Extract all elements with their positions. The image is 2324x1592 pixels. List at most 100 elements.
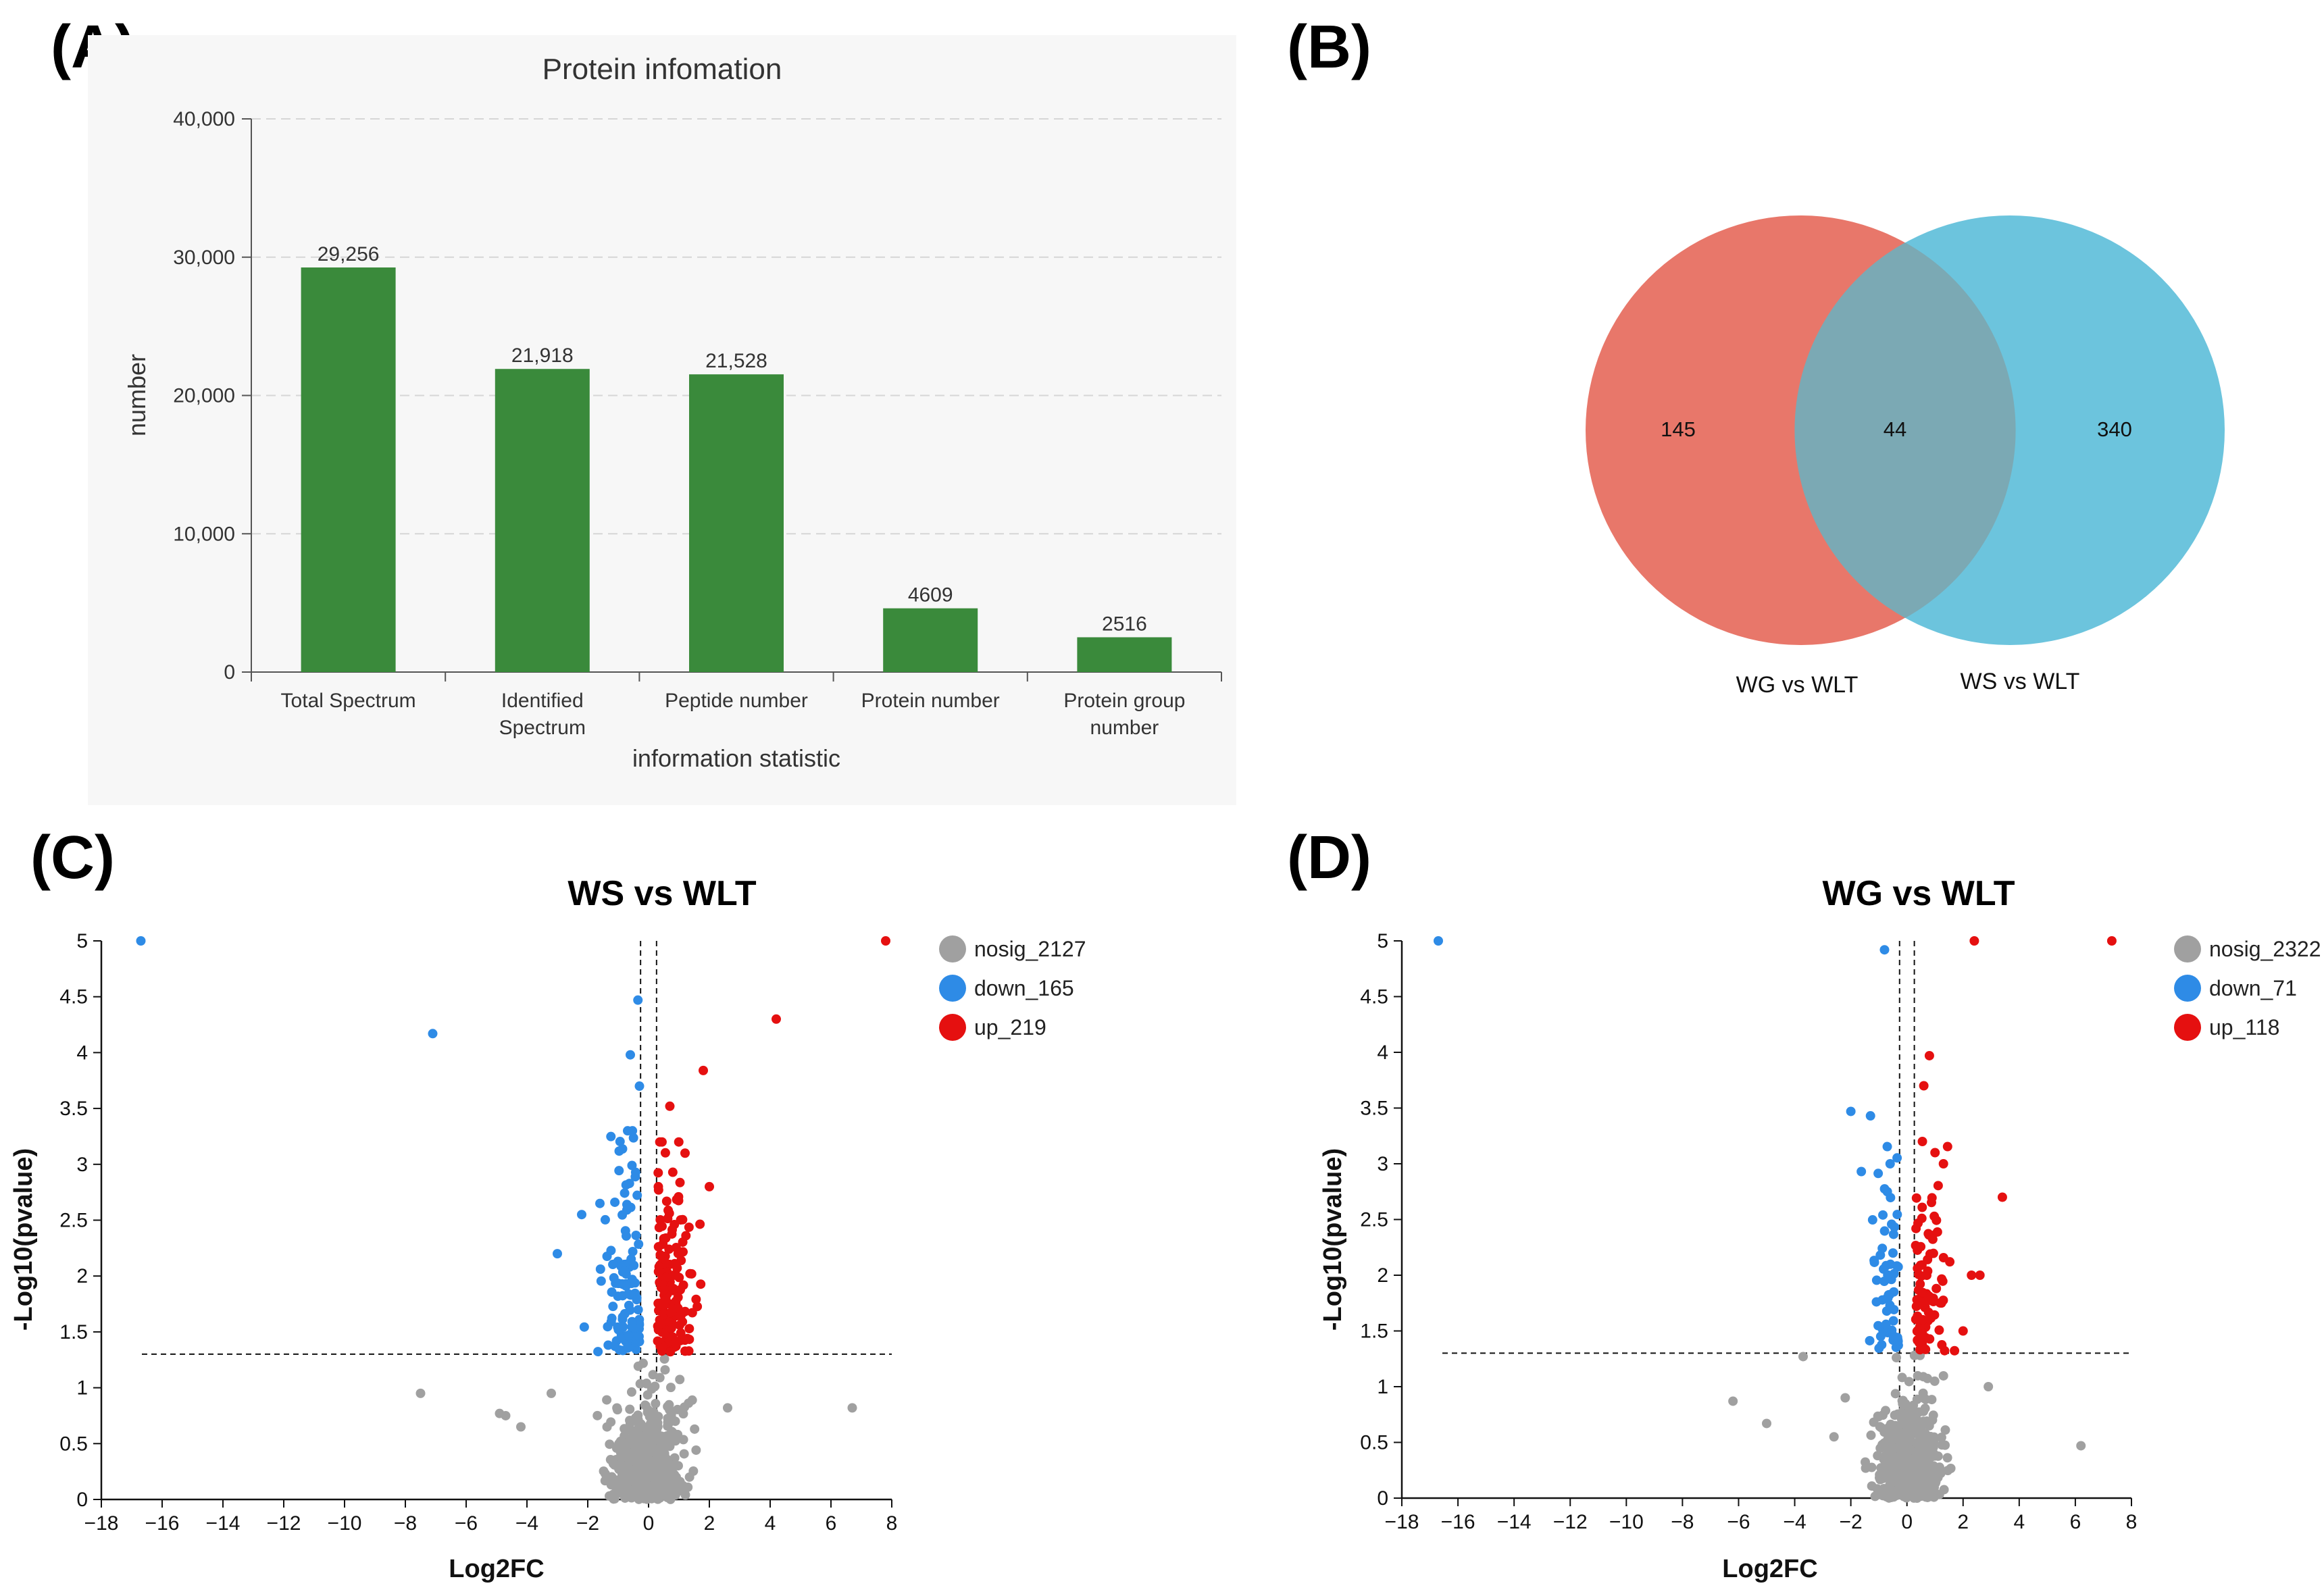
nosig-point bbox=[1927, 1467, 1937, 1477]
nosig-point bbox=[684, 1472, 694, 1482]
up-point bbox=[657, 1137, 667, 1147]
down-point bbox=[1867, 1215, 1877, 1225]
nosig-point bbox=[645, 1456, 655, 1466]
down-point bbox=[1888, 1248, 1898, 1258]
up-point bbox=[1924, 1050, 1934, 1060]
down-point bbox=[1871, 1297, 1881, 1307]
nosig-point bbox=[1924, 1441, 1934, 1451]
volcano-c-x-axis-title: Log2FC bbox=[449, 1555, 544, 1583]
y-tick-label: 1 bbox=[1377, 1376, 1388, 1398]
nosig-point bbox=[847, 1403, 857, 1413]
up-point bbox=[661, 1233, 671, 1243]
down-point bbox=[628, 1246, 638, 1256]
down-point bbox=[613, 1279, 624, 1289]
nosig-point bbox=[1913, 1370, 1923, 1381]
volcano-d-x-axis-title: Log2FC bbox=[1722, 1555, 1817, 1583]
nosig-point bbox=[1929, 1376, 1940, 1386]
nosig-point bbox=[626, 1425, 636, 1435]
venn-set-label-wg-vs-wlt: WG vs WLT bbox=[1736, 672, 1859, 698]
venn-count-intersection: 44 bbox=[1884, 417, 1906, 441]
nosig-point bbox=[723, 1403, 732, 1413]
up-point bbox=[678, 1280, 688, 1290]
nosig-point bbox=[631, 1466, 641, 1477]
nosig-point bbox=[611, 1443, 622, 1454]
legend-swatch bbox=[2174, 935, 2201, 962]
nosig-point bbox=[1762, 1418, 1771, 1429]
nosig-point bbox=[1897, 1395, 1907, 1406]
down-point bbox=[615, 1137, 625, 1147]
up-point bbox=[695, 1219, 705, 1229]
up-point bbox=[660, 1148, 670, 1158]
down-point bbox=[1892, 1210, 1902, 1220]
up-point bbox=[667, 1225, 678, 1235]
nosig-point bbox=[600, 1476, 610, 1486]
y-tick-label: 0.5 bbox=[1360, 1432, 1388, 1454]
up-point bbox=[653, 1241, 663, 1252]
down-point bbox=[595, 1264, 605, 1275]
up-point bbox=[1928, 1248, 1938, 1258]
nosig-point bbox=[643, 1488, 653, 1498]
down-point bbox=[1871, 1275, 1881, 1285]
down-point bbox=[1881, 1319, 1891, 1329]
x-tick-label: −18 bbox=[84, 1512, 119, 1535]
bar-chart-x-axis-title: information statistic bbox=[632, 744, 840, 772]
legend-swatch bbox=[2174, 975, 2201, 1002]
up-point bbox=[2106, 936, 2117, 946]
down-point bbox=[606, 1131, 616, 1141]
nosig-point bbox=[592, 1410, 603, 1420]
nosig-point bbox=[655, 1463, 665, 1473]
nosig-point bbox=[1798, 1352, 1808, 1362]
up-point bbox=[681, 1231, 691, 1241]
volcano-c-title: WS vs WLT bbox=[567, 874, 756, 913]
down-point bbox=[614, 1166, 624, 1176]
down-point bbox=[1888, 1229, 1898, 1239]
down-point bbox=[1856, 1166, 1867, 1177]
y-tick-label: 4 bbox=[76, 1042, 88, 1064]
x-tick-label: −8 bbox=[1671, 1511, 1694, 1533]
down-point bbox=[620, 1266, 630, 1276]
up-point bbox=[1915, 1260, 1925, 1270]
nosig-point bbox=[1936, 1468, 1946, 1478]
bar bbox=[883, 608, 978, 672]
down-point bbox=[621, 1279, 631, 1289]
nosig-point bbox=[1881, 1443, 1892, 1453]
down-point bbox=[1875, 1250, 1886, 1260]
x-tick-label: −8 bbox=[394, 1512, 417, 1535]
x-tick-label: −16 bbox=[1441, 1511, 1475, 1533]
up-point bbox=[653, 1336, 663, 1346]
up-point bbox=[680, 1346, 690, 1356]
down-point bbox=[1846, 1106, 1856, 1116]
nosig-point bbox=[1913, 1489, 1923, 1499]
nosig-point bbox=[1894, 1456, 1904, 1466]
nosig-point bbox=[1876, 1463, 1886, 1473]
down-point bbox=[1889, 1268, 1899, 1279]
y-tick-label: 0 bbox=[224, 661, 235, 684]
nosig-point bbox=[1892, 1353, 1902, 1363]
up-point bbox=[661, 1294, 671, 1304]
down-point bbox=[632, 1190, 642, 1200]
up-point bbox=[656, 1318, 666, 1329]
nosig-point bbox=[1917, 1436, 1927, 1446]
down-point bbox=[577, 1210, 586, 1220]
up-point bbox=[673, 1303, 683, 1313]
y-tick-label: 2 bbox=[1377, 1264, 1388, 1287]
nosig-point bbox=[1897, 1408, 1907, 1418]
up-point bbox=[686, 1268, 697, 1279]
up-point bbox=[1923, 1307, 1934, 1317]
down-point bbox=[1877, 1339, 1887, 1350]
y-tick-label: 0 bbox=[1377, 1487, 1388, 1510]
down-point bbox=[136, 936, 146, 946]
up-point bbox=[1916, 1241, 1926, 1252]
y-tick-label: 2 bbox=[76, 1265, 88, 1287]
up-point bbox=[1911, 1302, 1921, 1312]
nosig-point bbox=[1877, 1485, 1888, 1495]
nosig-point bbox=[1870, 1491, 1880, 1501]
up-point bbox=[691, 1294, 701, 1304]
up-point bbox=[1937, 1340, 1947, 1350]
down-point bbox=[623, 1343, 633, 1353]
nosig-point bbox=[1875, 1422, 1885, 1432]
down-point bbox=[608, 1302, 618, 1312]
down-point bbox=[603, 1322, 613, 1332]
down-point bbox=[606, 1246, 616, 1256]
y-tick-label: 2.5 bbox=[1360, 1209, 1388, 1231]
